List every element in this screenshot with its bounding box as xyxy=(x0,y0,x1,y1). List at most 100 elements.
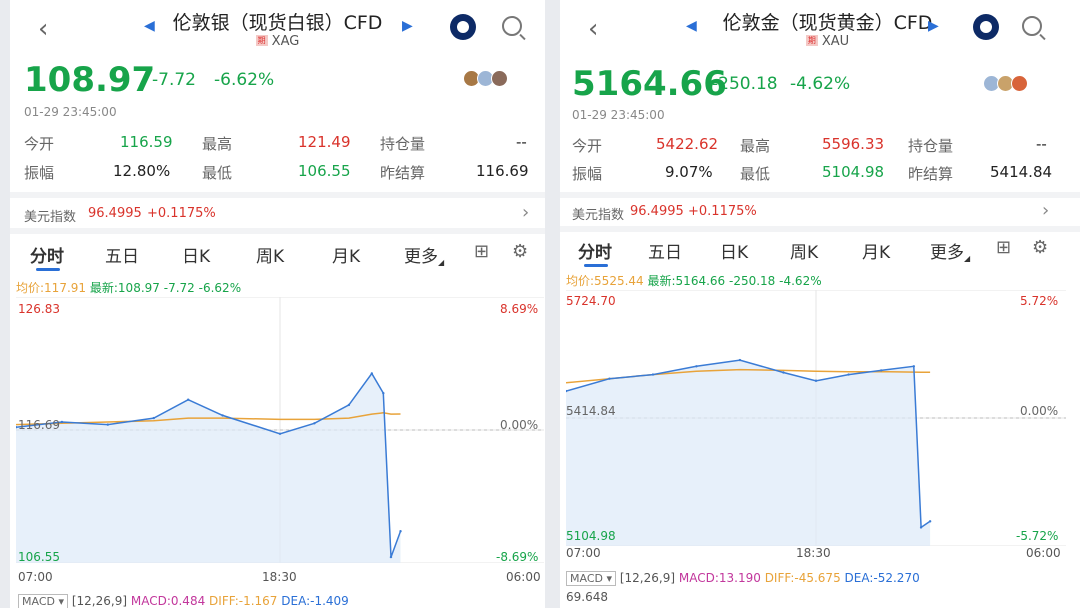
price-change-pct: -4.62% xyxy=(790,74,851,94)
app-logo-icon[interactable] xyxy=(973,14,999,40)
tab-more[interactable]: 更多◢ xyxy=(930,243,971,263)
search-icon[interactable] xyxy=(1022,16,1042,36)
price-point xyxy=(608,377,611,380)
price-point xyxy=(152,416,155,420)
oi-label: 持仓量 xyxy=(908,137,954,155)
y-axis-top: 126.83 xyxy=(18,302,60,316)
open-value: 116.59 xyxy=(120,133,173,151)
latest-change-legend: -7.72 xyxy=(163,281,195,295)
active-tab-indicator xyxy=(36,268,60,271)
dxy-value: 96.4995 xyxy=(88,206,142,221)
macd-diff: DIFF:-1.167 xyxy=(209,594,278,608)
macd-value: MACD:13.190 xyxy=(678,571,761,585)
tab-intraday[interactable]: 分时 xyxy=(578,243,612,263)
x-axis-start: 07:00 xyxy=(566,546,601,560)
silver-panel: ‹ ◀ 伦敦银（现货白银）CFD 期 XAG ▶ 108.97 -7.72 -6.… xyxy=(10,0,545,608)
price-point xyxy=(912,365,916,368)
grid-icon[interactable]: ⊞ xyxy=(474,241,490,262)
tab-daily-k[interactable]: 日K xyxy=(720,243,749,263)
next-arrow-icon[interactable]: ▶ xyxy=(928,18,939,34)
grid-icon[interactable]: ⊞ xyxy=(996,237,1012,258)
price-point xyxy=(782,371,785,374)
price-point xyxy=(928,520,932,523)
settings-icon[interactable]: ⚙ xyxy=(512,241,529,262)
intraday-chart[interactable] xyxy=(566,290,1066,546)
x-axis-mid: 18:30 xyxy=(262,570,297,584)
oi-value: -- xyxy=(516,133,527,151)
price-point xyxy=(221,414,224,417)
watcher-avatars[interactable] xyxy=(983,75,1028,96)
quote-time: 01-29 23:45:00 xyxy=(572,108,665,122)
high-value: 5596.33 xyxy=(822,135,885,153)
divider xyxy=(10,192,545,198)
chevron-right-icon[interactable]: › xyxy=(1042,200,1050,221)
chevron-right-icon[interactable]: › xyxy=(522,202,530,223)
quote-time: 01-29 23:45:00 xyxy=(24,105,117,119)
price-point xyxy=(313,422,316,425)
amplitude-value: 12.80% xyxy=(113,162,171,180)
x-axis-end: 06:00 xyxy=(1026,546,1061,560)
dxy-label: 美元指数 xyxy=(24,210,77,225)
y-axis-pct-mid: 0.00% xyxy=(500,418,539,432)
macd-dea: DEA:-52.270 xyxy=(844,571,920,585)
macd-selector[interactable]: MACD ▾ xyxy=(566,571,617,586)
last-price: 5164.66 xyxy=(572,64,727,104)
divider xyxy=(560,192,1080,198)
latest-legend: 最新:5164.66 xyxy=(647,274,726,288)
price-point xyxy=(814,379,818,382)
next-arrow-icon[interactable]: ▶ xyxy=(402,18,413,34)
dxy-change: +0.1175% xyxy=(147,206,216,221)
instrument-title: 伦敦银（现货白银）CFD xyxy=(172,12,383,34)
back-icon[interactable]: ‹ xyxy=(38,14,49,44)
watcher-avatars[interactable] xyxy=(463,70,508,91)
divider xyxy=(10,228,545,234)
settings-icon[interactable]: ⚙ xyxy=(1032,237,1049,258)
tab-more[interactable]: 更多◢ xyxy=(404,247,445,267)
high-label: 最高 xyxy=(202,135,233,153)
instrument-symbol: 期 XAU xyxy=(805,34,850,49)
intraday-chart[interactable] xyxy=(16,297,544,563)
divider xyxy=(560,226,1080,232)
y-axis-top: 5724.70 xyxy=(566,294,616,308)
macd-axis-value: 69.648 xyxy=(566,590,608,604)
tab-monthly-k[interactable]: 月K xyxy=(332,247,361,267)
tab-monthly-k[interactable]: 月K xyxy=(862,243,891,263)
price-point xyxy=(382,391,385,395)
search-icon[interactable] xyxy=(502,16,522,36)
x-axis-start: 07:00 xyxy=(18,570,53,584)
avatar xyxy=(491,70,508,87)
price-point xyxy=(347,403,351,407)
x-axis-end: 06:00 xyxy=(506,570,541,584)
tab-5day[interactable]: 五日 xyxy=(648,243,682,263)
prev-arrow-icon[interactable]: ◀ xyxy=(144,18,155,34)
price-point xyxy=(695,365,698,368)
instrument-title: 伦敦金（现货黄金）CFD xyxy=(722,12,933,34)
high-value: 121.49 xyxy=(298,133,351,151)
settle-value: 5414.84 xyxy=(990,163,1053,181)
latest-legend: 最新:108.97 xyxy=(89,281,160,295)
price-change-pct: -6.62% xyxy=(214,70,275,90)
price-point xyxy=(16,426,18,429)
back-icon[interactable]: ‹ xyxy=(588,14,599,44)
price-point xyxy=(651,373,655,376)
macd-params: [12,26,9] xyxy=(71,594,128,608)
open-label: 今开 xyxy=(24,135,55,153)
app-logo-icon[interactable] xyxy=(450,14,476,40)
macd-params: [12,26,9] xyxy=(619,571,676,585)
latest-pct-legend: -4.62% xyxy=(779,274,822,288)
macd-selector[interactable]: MACD ▾ xyxy=(18,594,69,608)
tab-daily-k[interactable]: 日K xyxy=(182,247,211,267)
price-point xyxy=(60,420,64,424)
header: ‹ ◀ 伦敦银（现货白银）CFD 期 XAG ▶ xyxy=(10,0,545,56)
latest-change-legend: -250.18 xyxy=(729,274,776,288)
settle-label: 昨结算 xyxy=(908,165,954,183)
tab-intraday[interactable]: 分时 xyxy=(30,247,64,267)
tab-weekly-k[interactable]: 周K xyxy=(256,247,285,267)
price-point xyxy=(847,373,850,376)
y-axis-bottom: 106.55 xyxy=(18,550,60,564)
dxy-value: 96.4995 xyxy=(630,204,684,219)
y-axis-pct-top: 8.69% xyxy=(500,302,539,316)
prev-arrow-icon[interactable]: ◀ xyxy=(686,18,697,34)
tab-5day[interactable]: 五日 xyxy=(105,247,139,267)
tab-weekly-k[interactable]: 周K xyxy=(790,243,819,263)
